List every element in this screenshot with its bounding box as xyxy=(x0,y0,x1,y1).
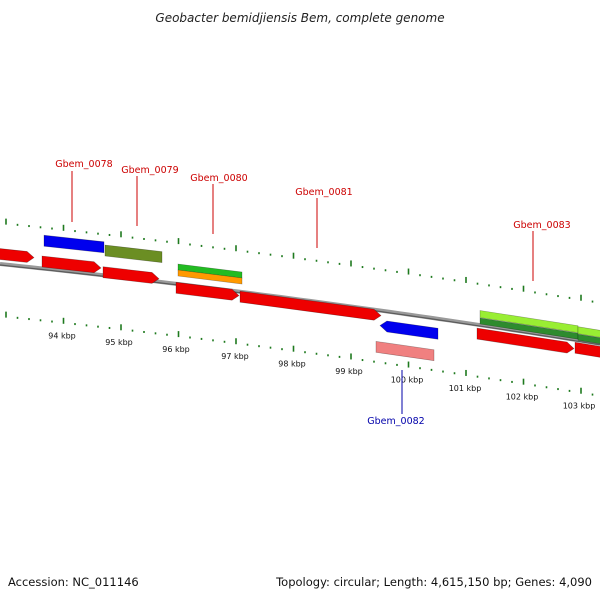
upper-tick-row xyxy=(5,218,594,303)
kbp-label: 97 kbp xyxy=(221,352,249,361)
kbp-label: 100 kbp xyxy=(391,375,424,384)
gene-label: Gbem_0078 xyxy=(55,159,112,170)
gene-block-olive xyxy=(104,244,163,263)
reverse-gene-pink xyxy=(375,341,435,362)
accession-label: Accession: NC_011146 xyxy=(8,575,139,589)
map-title: Geobacter bemidjiensis Bem, complete gen… xyxy=(155,11,444,25)
cds-arrow xyxy=(102,266,160,284)
gene-label: Gbem_0081 xyxy=(295,187,352,198)
gene-label: Gbem_0083 xyxy=(513,220,570,231)
cds-arrow xyxy=(239,290,382,321)
kbp-label: 95 kbp xyxy=(105,338,133,347)
cds-arrow xyxy=(0,248,35,263)
kbp-label: 98 kbp xyxy=(278,360,306,369)
gene-block-orange xyxy=(177,269,243,285)
gene-block-blue xyxy=(43,234,105,254)
gene-label: Gbem_0082 xyxy=(367,416,424,427)
kbp-label: 96 kbp xyxy=(162,345,190,354)
kbp-label: 99 kbp xyxy=(335,367,363,376)
gene-block-lightgreen xyxy=(577,326,600,338)
genome-track: 94 kbp 95 kbp 96 kbp 97 kbp 98 kbp 99 kbp 100 … xyxy=(0,159,600,427)
kbp-label: 102 kbp xyxy=(506,392,539,401)
reverse-gene-blue xyxy=(379,320,439,340)
topology-label: Topology: circular; Length: 4,615,150 bp… xyxy=(275,575,592,589)
cds-arrow xyxy=(476,327,575,354)
kbp-label: 101 kbp xyxy=(449,384,482,393)
kbp-label: 103 kbp xyxy=(563,401,596,410)
gene-label: Gbem_0080 xyxy=(190,173,247,184)
cds-arrow xyxy=(175,281,240,301)
cds-arrow xyxy=(574,341,600,358)
gene-block-darkgreen xyxy=(577,333,600,345)
cds-arrow xyxy=(41,255,102,274)
kbp-label: 94 kbp xyxy=(48,332,76,341)
gene-label: Gbem_0079 xyxy=(121,165,178,176)
lower-tick-row xyxy=(5,311,594,396)
